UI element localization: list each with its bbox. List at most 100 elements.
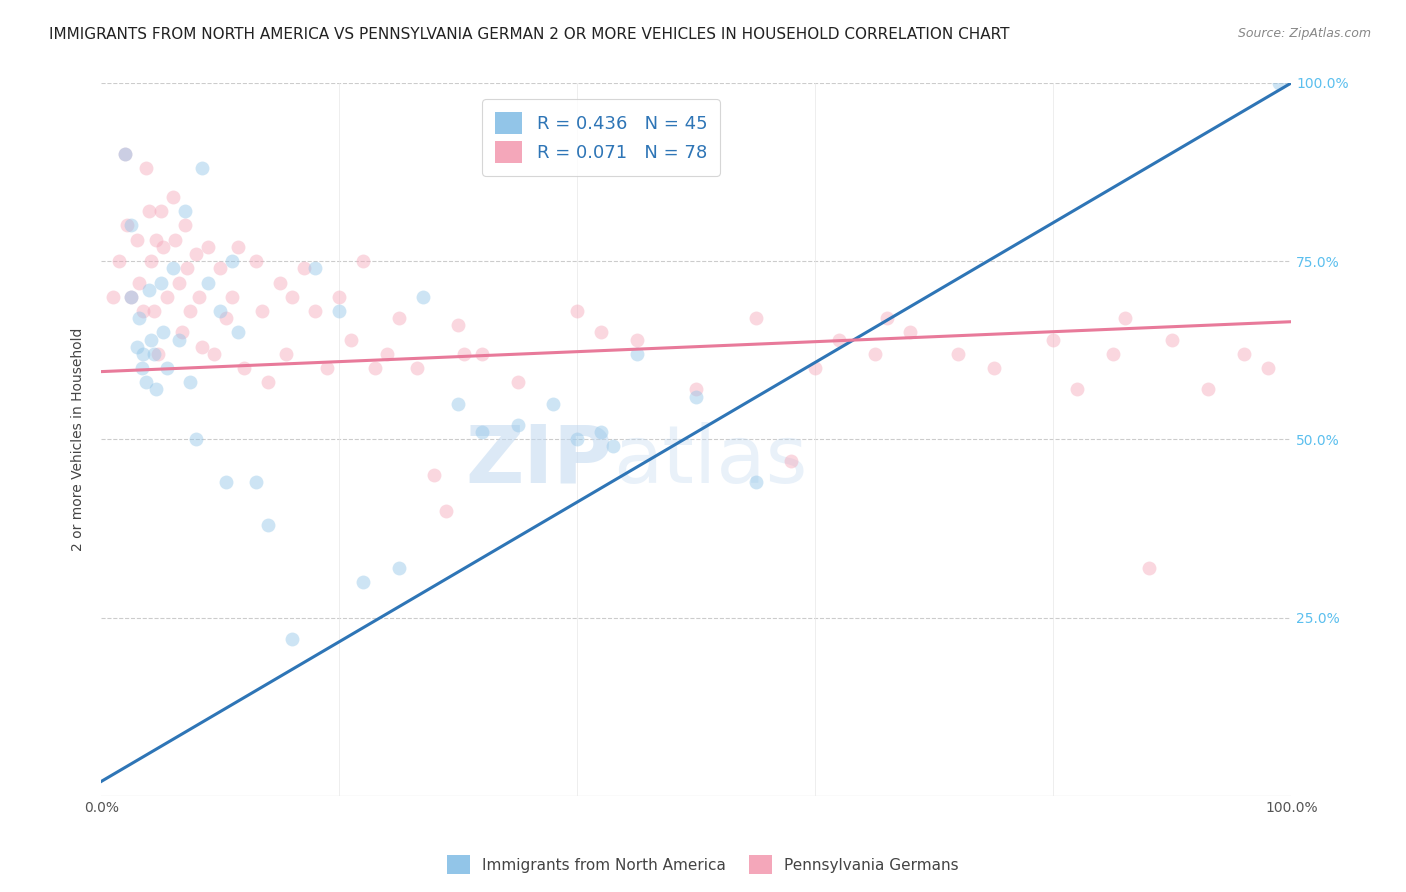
Point <box>280 632 302 646</box>
Point <box>388 311 411 326</box>
Point <box>167 276 190 290</box>
Point <box>626 347 648 361</box>
Point <box>1257 361 1279 376</box>
Point <box>780 453 803 467</box>
Point <box>876 311 898 326</box>
Point <box>405 361 427 376</box>
Point <box>101 290 124 304</box>
Point <box>142 304 165 318</box>
Point <box>221 254 243 268</box>
Point <box>179 376 201 390</box>
Point <box>148 347 170 361</box>
Point <box>125 340 148 354</box>
Point <box>173 204 195 219</box>
Point <box>162 190 184 204</box>
Point <box>156 361 179 376</box>
Point <box>745 475 768 489</box>
Point <box>191 340 214 354</box>
Point <box>375 347 398 361</box>
Point <box>125 233 148 247</box>
Point <box>186 247 208 261</box>
Point <box>352 574 374 589</box>
Text: IMMIGRANTS FROM NORTH AMERICA VS PENNSYLVANIA GERMAN 2 OR MORE VEHICLES IN HOUSE: IMMIGRANTS FROM NORTH AMERICA VS PENNSYL… <box>49 27 1010 42</box>
Legend: R = 0.436   N = 45, R = 0.071   N = 78: R = 0.436 N = 45, R = 0.071 N = 78 <box>482 99 720 176</box>
Point <box>202 347 225 361</box>
Point <box>117 219 139 233</box>
Point <box>364 361 387 376</box>
Point <box>187 290 209 304</box>
Point <box>152 240 174 254</box>
Point <box>145 383 167 397</box>
Point <box>352 254 374 268</box>
Point <box>274 347 297 361</box>
Point <box>506 418 529 433</box>
Point <box>340 333 363 347</box>
Point <box>269 276 291 290</box>
Point <box>304 261 326 276</box>
Point <box>1268 76 1291 90</box>
Point <box>114 147 136 161</box>
Point <box>1066 383 1088 397</box>
Point <box>132 347 155 361</box>
Point <box>128 311 150 326</box>
Point <box>1101 347 1123 361</box>
Text: Source: ZipAtlas.com: Source: ZipAtlas.com <box>1237 27 1371 40</box>
Point <box>423 467 446 482</box>
Point <box>567 304 589 318</box>
Point <box>141 254 163 268</box>
Point <box>162 261 184 276</box>
Point <box>167 333 190 347</box>
Point <box>1161 333 1184 347</box>
Point <box>447 397 470 411</box>
Point <box>589 425 612 440</box>
Point <box>156 290 179 304</box>
Point <box>120 290 142 304</box>
Point <box>388 560 411 574</box>
Point <box>567 433 589 447</box>
Point <box>145 233 167 247</box>
Point <box>191 161 214 176</box>
Text: atlas: atlas <box>613 422 807 500</box>
Point <box>1042 333 1064 347</box>
Point <box>173 219 195 233</box>
Point <box>186 433 208 447</box>
Point <box>108 254 131 268</box>
Point <box>138 204 160 219</box>
Point <box>135 376 157 390</box>
Point <box>626 333 648 347</box>
Point <box>120 290 142 304</box>
Point <box>589 326 612 340</box>
Point <box>141 333 163 347</box>
Text: ZIP: ZIP <box>465 422 613 500</box>
Point <box>506 376 529 390</box>
Point <box>233 361 256 376</box>
Point <box>250 304 273 318</box>
Point <box>685 390 707 404</box>
Point <box>900 326 922 340</box>
Point <box>471 425 494 440</box>
Point <box>179 304 201 318</box>
Point <box>176 261 198 276</box>
Point <box>685 383 707 397</box>
Point <box>215 311 238 326</box>
Point <box>292 261 315 276</box>
Point <box>215 475 238 489</box>
Point <box>316 361 339 376</box>
Point <box>226 326 249 340</box>
Point <box>863 347 886 361</box>
Point <box>245 475 267 489</box>
Point <box>138 283 160 297</box>
Point <box>1137 560 1160 574</box>
Point <box>1233 347 1256 361</box>
Point <box>946 347 969 361</box>
Y-axis label: 2 or more Vehicles in Household: 2 or more Vehicles in Household <box>72 327 86 551</box>
Point <box>256 376 278 390</box>
Legend: Immigrants from North America, Pennsylvania Germans: Immigrants from North America, Pennsylva… <box>441 849 965 880</box>
Point <box>328 304 350 318</box>
Point <box>128 276 150 290</box>
Point <box>142 347 165 361</box>
Point <box>447 318 470 333</box>
Point <box>983 361 1005 376</box>
Point <box>1114 311 1136 326</box>
Point <box>131 361 153 376</box>
